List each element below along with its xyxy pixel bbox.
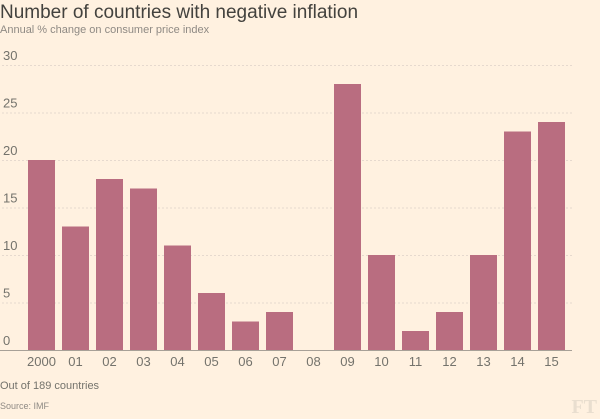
y-tick-label: 5: [3, 286, 10, 301]
y-tick-label: 30: [3, 48, 17, 63]
bar-12: [436, 312, 463, 350]
x-tick-label: 03: [136, 354, 150, 369]
bar-02: [96, 179, 123, 350]
bar-03: [130, 188, 157, 350]
x-tick-label: 09: [340, 354, 354, 369]
bar-11: [402, 331, 429, 350]
bar-01: [62, 226, 89, 350]
x-tick-label: 05: [204, 354, 218, 369]
x-axis-ticks: 2000 01 02 03 04 05 06 07 08 09 10 11 12 13 14 15: [27, 354, 559, 369]
x-tick-label: 06: [238, 354, 252, 369]
x-tick-label: 12: [442, 354, 456, 369]
x-tick-label: 15: [544, 354, 558, 369]
bar-13: [470, 255, 497, 350]
bar-05: [198, 293, 225, 350]
chart-note: Out of 189 countries: [0, 380, 100, 392]
gridlines: [2, 65, 572, 304]
y-tick-label: 15: [3, 191, 17, 206]
y-tick-label: 0: [3, 333, 10, 348]
bar-2000: [28, 160, 55, 350]
x-tick-label: 08: [306, 354, 320, 369]
bar-04: [164, 245, 191, 350]
bar-07: [266, 312, 293, 350]
x-tick-label: 2000: [27, 354, 56, 369]
y-tick-label: 20: [3, 143, 17, 158]
bar-09: [334, 84, 361, 350]
x-tick-label: 07: [272, 354, 286, 369]
y-tick-label: 25: [3, 96, 17, 111]
chart-source: Source: IMF: [0, 401, 50, 411]
x-tick-label: 14: [510, 354, 524, 369]
bar-06: [232, 321, 259, 350]
x-tick-label: 13: [476, 354, 490, 369]
x-tick-label: 04: [170, 354, 184, 369]
y-tick-label: 10: [3, 238, 17, 253]
x-tick-label: 11: [409, 354, 423, 369]
x-tick-label: 10: [374, 354, 388, 369]
bar-14: [504, 131, 531, 350]
y-axis-ticks: 0 5 10 15 20 25 30: [3, 48, 17, 348]
chart-subtitle: Annual % change on consumer price index: [0, 24, 210, 36]
chart-title: Number of countries with negative inflat…: [0, 2, 359, 23]
bars: [28, 84, 565, 350]
bar-15: [538, 122, 565, 350]
bar-10: [368, 255, 395, 350]
ft-logo: FT: [571, 396, 597, 418]
x-tick-label: 01: [68, 354, 82, 369]
x-tick-label: 02: [102, 354, 116, 369]
